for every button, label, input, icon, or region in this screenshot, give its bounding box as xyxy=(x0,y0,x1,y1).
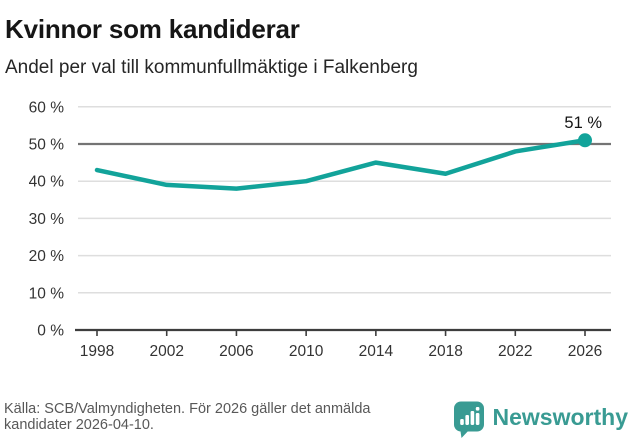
x-axis-label: 2002 xyxy=(149,343,183,360)
end-point-label: 51 % xyxy=(564,114,602,132)
y-axis-label: 0 % xyxy=(37,323,64,340)
x-axis-label: 2026 xyxy=(568,343,602,360)
newsworthy-wordmark: Newsworthy xyxy=(492,404,628,430)
chart-subtitle: Andel per val till kommunfullmäktige i F… xyxy=(5,57,418,78)
x-axis-label: 2022 xyxy=(498,343,532,360)
y-axis-label: 30 % xyxy=(29,211,65,228)
line-chart: 0 % 10 % 20 % 30 % 40 % 50 % 60 % 1998 2002 2006 2… xyxy=(29,99,611,360)
y-axis-label: 20 % xyxy=(29,248,65,265)
y-axis-label: 10 % xyxy=(29,285,65,302)
y-axis-label: 50 % xyxy=(29,137,65,154)
x-axis-label: 2010 xyxy=(289,343,324,360)
x-axis-label: 2018 xyxy=(428,343,462,360)
x-axis-label: 2014 xyxy=(359,343,394,360)
y-axis-label: 60 % xyxy=(29,99,65,116)
newsworthy-bubble-icon xyxy=(453,401,484,438)
trend-line xyxy=(94,138,588,191)
x-axis-label: 1998 xyxy=(80,343,114,360)
newsworthy-logo: Newsworthy xyxy=(453,400,628,438)
source-text: Källa: SCB/Valmyndigheten. För 2026 gäll… xyxy=(4,401,371,434)
page-title: Kvinnor som kandiderar xyxy=(5,14,300,45)
end-point-dot xyxy=(578,133,592,148)
y-axis-label: 40 % xyxy=(29,174,65,191)
x-axis-label: 2006 xyxy=(219,343,253,360)
